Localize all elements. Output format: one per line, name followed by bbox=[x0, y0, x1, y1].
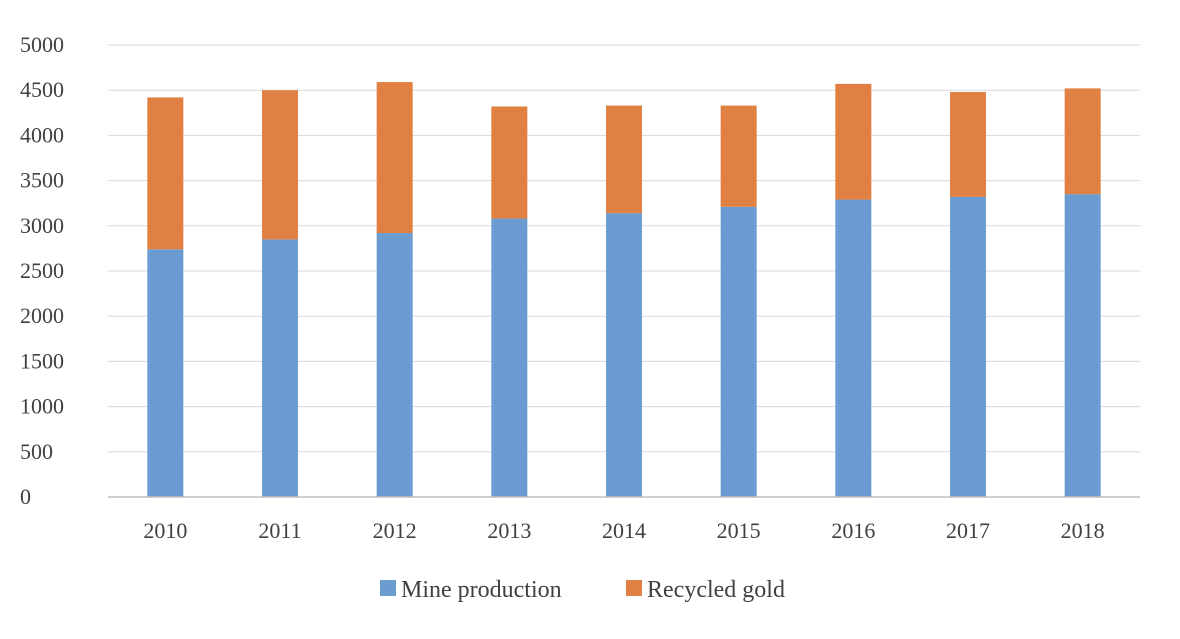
bar-mine-production-2012 bbox=[376, 233, 413, 498]
x-tick-label: 2017 bbox=[946, 518, 990, 543]
x-tick-label: 2016 bbox=[831, 518, 875, 543]
legend: Mine production Recycled gold bbox=[380, 577, 785, 603]
bar-mine-production-2018 bbox=[1064, 194, 1101, 497]
bar-recycled-gold-2017 bbox=[950, 92, 986, 197]
bar-mine-production-2014 bbox=[606, 213, 642, 498]
bar-mine-production-2015 bbox=[720, 206, 757, 498]
bar-mine-production-2011 bbox=[262, 239, 298, 498]
y-tick-label: 3500 bbox=[20, 168, 64, 193]
y-tick-label: 4500 bbox=[20, 77, 64, 102]
y-tick-label: 0 bbox=[20, 484, 31, 509]
legend-swatch-mine-production bbox=[380, 580, 396, 596]
x-tick-label: 2014 bbox=[602, 518, 646, 543]
y-tick-label: 2000 bbox=[20, 303, 64, 328]
bar-recycled-gold-2012 bbox=[376, 82, 413, 234]
x-tick-label: 2011 bbox=[258, 518, 301, 543]
x-tick-label: 2018 bbox=[1061, 518, 1105, 543]
axes: 0 500 1000 1500 2000 2500 3000 3500 4000 4500 5000… bbox=[20, 32, 1140, 543]
bar-mine-production-2010 bbox=[147, 249, 184, 497]
bar-recycled-gold-2011 bbox=[262, 90, 298, 240]
bar-recycled-gold-2016 bbox=[835, 83, 872, 200]
y-tick-label: 1500 bbox=[20, 348, 64, 373]
legend-label-mine-production: Mine production bbox=[401, 577, 562, 603]
y-tick-label: 1000 bbox=[20, 394, 64, 419]
bars bbox=[147, 82, 1101, 498]
bar-recycled-gold-2018 bbox=[1064, 88, 1101, 195]
bar-mine-production-2017 bbox=[950, 196, 986, 497]
x-tick-label: 2010 bbox=[143, 518, 187, 543]
legend-label-recycled-gold: Recycled gold bbox=[647, 577, 785, 603]
y-tick-label: 5000 bbox=[20, 32, 64, 57]
y-tick-label: 4000 bbox=[20, 122, 64, 147]
y-tick-label: 3000 bbox=[20, 213, 64, 238]
legend-swatch-recycled-gold bbox=[626, 580, 642, 596]
bar-mine-production-2013 bbox=[491, 218, 528, 497]
bar-recycled-gold-2014 bbox=[606, 105, 642, 214]
y-tick-label: 500 bbox=[20, 439, 53, 464]
x-tick-label: 2015 bbox=[717, 518, 761, 543]
bar-recycled-gold-2015 bbox=[720, 105, 757, 207]
bar-mine-production-2016 bbox=[835, 199, 872, 498]
bar-recycled-gold-2013 bbox=[491, 106, 528, 219]
y-tick-label: 2500 bbox=[20, 258, 64, 283]
x-tick-label: 2012 bbox=[373, 518, 417, 543]
x-tick-label: 2013 bbox=[487, 518, 531, 543]
bar-recycled-gold-2010 bbox=[147, 97, 184, 250]
